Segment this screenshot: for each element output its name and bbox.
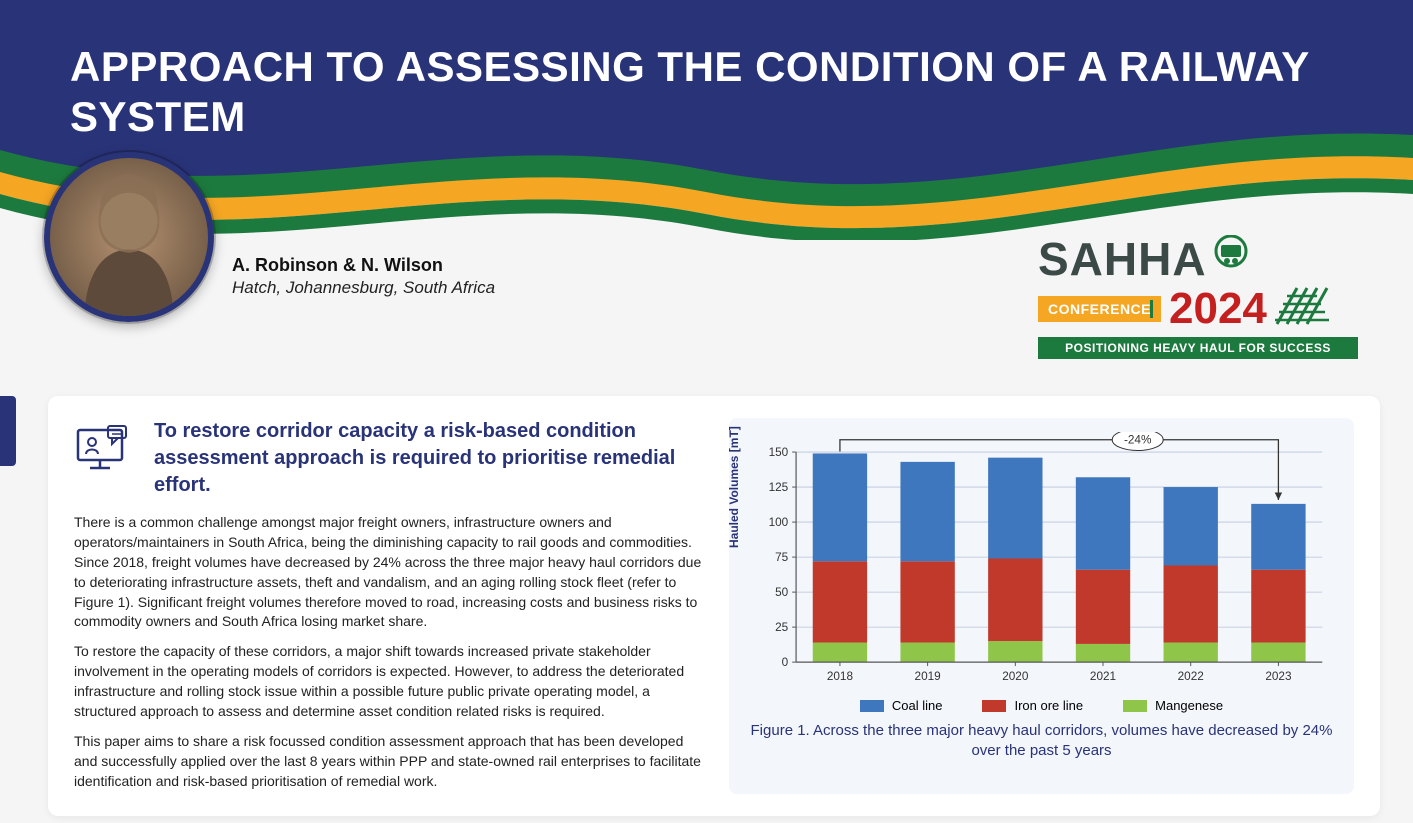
logo-tagline: POSITIONING HEAVY HAUL FOR SUCCESS: [1038, 337, 1358, 359]
svg-text:2023: 2023: [1265, 670, 1292, 683]
content-card: To restore corridor capacity a risk-base…: [48, 396, 1380, 816]
svg-text:2019: 2019: [915, 670, 941, 683]
legend-label: Iron ore line: [1014, 698, 1083, 713]
legend-swatch: [860, 700, 884, 712]
chart-area: 0 25 50 75 100 125 150 2018 2019 2020 2021 2022 2023…: [747, 432, 1336, 692]
legend-label: Coal line: [892, 698, 943, 713]
svg-text:0: 0: [782, 656, 789, 669]
bar-chart: 0 25 50 75 100 125 150 2018 2019 2020 2021 2022 2023…: [747, 432, 1336, 692]
svg-text:2018: 2018: [827, 670, 854, 683]
svg-text:125: 125: [769, 481, 789, 494]
authors-block: A. Robinson & N. Wilson Hatch, Johannesb…: [232, 255, 495, 298]
legend-item: Mangenese: [1123, 698, 1223, 713]
paragraph-3: This paper aims to share a risk focussed…: [74, 732, 709, 792]
paragraph-1: There is a common challenge amongst majo…: [74, 513, 709, 632]
text-column: To restore corridor capacity a risk-base…: [74, 418, 729, 794]
legend-swatch: [982, 700, 1006, 712]
authors-names: A. Robinson & N. Wilson: [232, 255, 495, 276]
chart-ylabel: Hauled Volumes [mT]: [727, 426, 741, 548]
svg-text:50: 50: [775, 586, 789, 599]
side-tab: [0, 396, 16, 466]
svg-text:150: 150: [769, 446, 789, 459]
header-band: APPROACH TO ASSESSING THE CONDITION OF A…: [0, 0, 1413, 220]
chart-legend: Coal line Iron ore line Mangenese: [747, 698, 1336, 713]
logo-track-icon: [1273, 284, 1335, 333]
author-avatar: [44, 152, 214, 322]
presentation-icon: [74, 422, 134, 479]
content-heading: To restore corridor capacity a risk-base…: [154, 418, 709, 499]
chart-caption: Figure 1. Across the three major heavy h…: [747, 721, 1336, 762]
svg-text:2021: 2021: [1090, 670, 1116, 683]
legend-item: Coal line: [860, 698, 943, 713]
conference-logo: SAHHA CONFERENCE 2024 POSITIONING HEAVY …: [1038, 235, 1383, 359]
chart-panel: Hauled Volumes [mT] 0 25 50 75 100 125 150 2018…: [729, 418, 1354, 794]
legend-label: Mangenese: [1155, 698, 1223, 713]
logo-text: SAHHA: [1038, 236, 1207, 282]
svg-text:-24%: -24%: [1124, 434, 1152, 447]
paragraph-2: To restore the capacity of these corrido…: [74, 642, 709, 722]
authors-affiliation: Hatch, Johannesburg, South Africa: [232, 278, 495, 298]
legend-item: Iron ore line: [982, 698, 1083, 713]
logo-year: 2024: [1169, 287, 1267, 331]
svg-text:100: 100: [769, 516, 789, 529]
svg-text:2020: 2020: [1002, 670, 1029, 683]
svg-text:25: 25: [775, 621, 789, 634]
svg-text:75: 75: [775, 551, 789, 564]
svg-text:2022: 2022: [1178, 670, 1204, 683]
logo-train-icon: [1211, 235, 1259, 282]
logo-conference-tag: CONFERENCE: [1038, 296, 1161, 322]
page-title: APPROACH TO ASSESSING THE CONDITION OF A…: [70, 42, 1413, 143]
legend-swatch: [1123, 700, 1147, 712]
